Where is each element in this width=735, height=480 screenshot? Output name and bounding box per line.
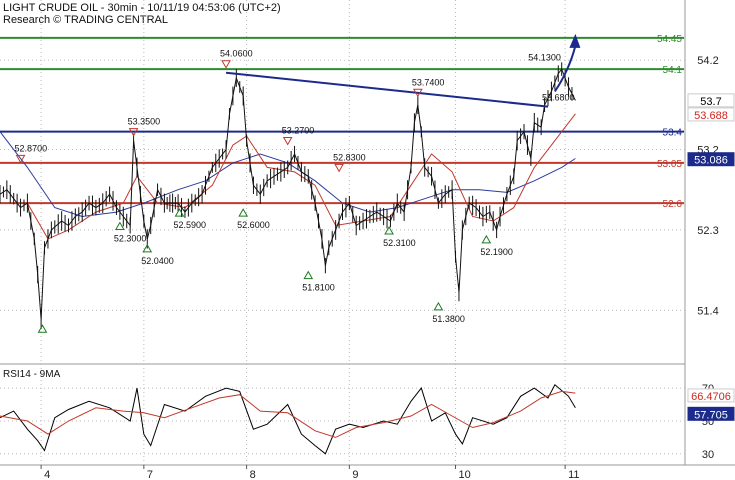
- rsi-badges: 66.4706 57.705: [687, 388, 735, 421]
- rsi-tick-label: 30: [702, 449, 714, 461]
- price-note-label: 53.6800: [542, 93, 575, 103]
- price-line: [0, 68, 576, 320]
- time-tick-label: 4: [44, 469, 50, 480]
- pivot-high-label: 53.7400: [412, 77, 445, 87]
- pivot-low-label: 51.8100: [302, 283, 335, 293]
- pivot-low-label: 51.3800: [432, 314, 465, 324]
- pivot-high-marker: [334, 163, 344, 173]
- pivot-high-marker: [412, 88, 423, 98]
- price-tick-label: 51.4: [697, 305, 718, 317]
- rsi-line: [0, 384, 576, 455]
- rsi-ma-line: [0, 390, 576, 438]
- chart-title: LIGHT CRUDE OIL - 30min - 10/11/19 04:53…: [3, 2, 281, 14]
- price-note-label: 54.1300: [528, 52, 561, 62]
- level-label: 54.1: [663, 65, 683, 76]
- pivot-low-marker: [384, 225, 394, 235]
- pivot-low-marker: [433, 301, 444, 311]
- pivot-high-label: 54.0600: [220, 49, 253, 59]
- level-label: 53.4: [663, 128, 683, 139]
- forecast-arrow: [554, 45, 577, 93]
- gridlines: [0, 0, 685, 465]
- price-badge: 53.7: [700, 96, 721, 108]
- level-label: 52.6: [663, 199, 683, 210]
- pivot-high-marker: [282, 137, 293, 146]
- rsi-series: [0, 384, 576, 455]
- pivot-low-label: 52.1900: [480, 247, 513, 257]
- time-tick-label: 8: [250, 469, 256, 480]
- rsi-gridlines: [0, 387, 685, 455]
- pivot-low-marker: [142, 243, 153, 253]
- pivot-high-marker: [15, 154, 26, 164]
- pivot-low-marker: [174, 208, 185, 217]
- pivot-low-label: 52.3000: [114, 234, 147, 244]
- pivot-low-marker: [481, 234, 492, 244]
- pivot-high-label: 52.8300: [333, 152, 366, 162]
- time-tick-label: 10: [459, 469, 471, 480]
- price-badge: 53.688: [694, 110, 728, 122]
- pivot-low-label: 52.0400: [141, 256, 174, 266]
- support-resistance-levels: 54.45 54.1 53.4 53.05 52.6: [0, 34, 684, 210]
- time-tick-label: 7: [147, 469, 153, 480]
- pivot-low-marker: [303, 270, 314, 280]
- pivot-high-label: 53.2700: [282, 126, 315, 136]
- chart-source: Research © TRADING CENTRAL: [3, 14, 168, 26]
- level-label: 53.05: [657, 159, 682, 170]
- pivot-low-marker: [37, 324, 48, 333]
- pivot-high-label: 52.8700: [15, 143, 48, 153]
- pivot-low-marker: [238, 208, 249, 217]
- price-tick-label: 54.2: [697, 55, 718, 67]
- rsi-badge-box: [687, 406, 735, 421]
- price-badge: 53.086: [694, 155, 728, 167]
- rsi-badge: 57.705: [694, 409, 728, 421]
- pivot-high-marker: [128, 128, 139, 137]
- price-axis: 51.452.353.254.2: [697, 55, 718, 317]
- rsi-title: RSI14 - 9MA: [3, 369, 61, 380]
- time-tick-label: 9: [352, 469, 358, 480]
- trend-line: [225, 71, 549, 108]
- pivot-low-label: 52.5900: [173, 220, 206, 230]
- price-badge-box: [687, 107, 735, 122]
- pivot-high-marker: [221, 60, 231, 69]
- price-badge-box: [687, 93, 735, 108]
- rsi-badge: 66.4706: [691, 391, 731, 403]
- time-axis: 4 7 8 9 10 11: [40, 465, 580, 480]
- forecast-arrow-head: [569, 33, 581, 48]
- pivot-low-label: 52.6000: [237, 220, 270, 230]
- pivot-low-label: 52.3100: [383, 238, 416, 248]
- price-badges: 53.7 53.688 53.086: [687, 93, 735, 167]
- price-series: [0, 62, 576, 329]
- pivot-low-marker: [115, 221, 125, 231]
- pivot-high-label: 53.3500: [128, 117, 161, 127]
- rsi-badge-box: [687, 388, 735, 403]
- level-label: 54.45: [657, 34, 682, 45]
- trendline: [225, 33, 581, 108]
- price-tick-label: 52.3: [697, 225, 718, 237]
- price-badge-box: [687, 152, 735, 167]
- pivot-annotations: 52.8700 53.3500 54.0600 53.2700 52.8300 53.74…: [15, 49, 575, 333]
- time-tick-label: 11: [568, 469, 579, 480]
